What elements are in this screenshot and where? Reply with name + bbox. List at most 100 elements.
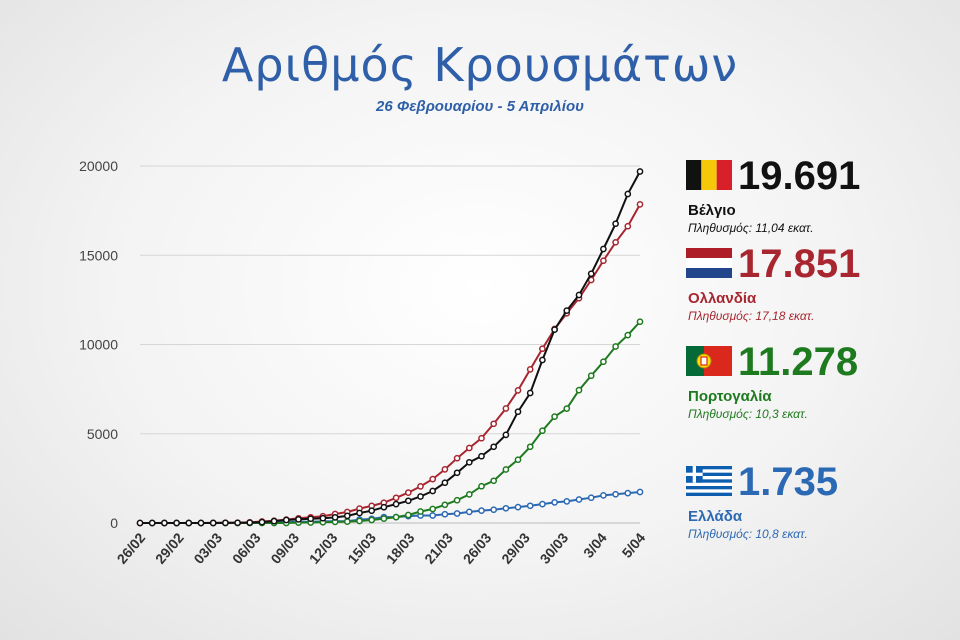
- data-point: [587, 494, 595, 502]
- x-tick-label: 21/03: [421, 529, 456, 566]
- legend-cases-greece: 1.735: [738, 460, 839, 504]
- series-line: [152, 321, 641, 524]
- chart-title: Αριθμός Κρουσμάτων: [221, 38, 739, 92]
- legend-country-greece: Ελλάδα: [688, 508, 743, 525]
- data-point: [148, 519, 156, 527]
- data-point: [173, 519, 180, 527]
- data-point: [526, 366, 534, 373]
- data-point: [624, 190, 632, 198]
- data-point: [209, 519, 217, 527]
- chart-subtitle: 26 Φεβρουαρίου - 5 Απριλίου: [376, 98, 584, 115]
- data-point: [612, 238, 619, 246]
- data-point: [343, 518, 351, 525]
- data-point: [490, 477, 498, 485]
- data-point: [368, 516, 376, 524]
- data-point: [392, 513, 400, 521]
- y-tick-label: 15000: [79, 247, 118, 263]
- data-point: [502, 466, 510, 473]
- data-point: [526, 389, 534, 397]
- data-point: [478, 452, 485, 460]
- data-point: [136, 519, 144, 527]
- data-point: [539, 345, 546, 353]
- series-line: [140, 203, 641, 524]
- data-point: [417, 508, 424, 515]
- data-point: [600, 257, 607, 265]
- x-tick-label: 30/03: [537, 529, 572, 566]
- netherlands-flag-icon: [686, 248, 732, 278]
- data-point: [624, 331, 632, 339]
- data-point: [526, 502, 534, 510]
- data-point: [453, 510, 461, 517]
- data-point: [612, 220, 619, 228]
- data-point: [453, 469, 461, 477]
- data-point: [526, 443, 534, 451]
- data-point: [478, 434, 485, 442]
- data-point: [624, 489, 632, 497]
- data-point: [453, 454, 461, 462]
- data-point: [429, 512, 437, 519]
- portugal-flag-icon: [686, 346, 732, 376]
- data-point: [404, 497, 412, 505]
- legend-country-portugal: Πορτογαλία: [688, 388, 772, 405]
- x-tick-label: 3/04: [580, 529, 610, 560]
- data-point: [478, 507, 485, 514]
- data-point: [161, 519, 168, 527]
- x-tick-label: 09/03: [267, 529, 302, 566]
- data-point: [429, 505, 437, 513]
- data-point: [417, 493, 424, 500]
- data-point: [234, 519, 241, 527]
- data-point: [563, 307, 571, 314]
- data-point: [490, 443, 498, 451]
- x-tick-label: 5/04: [619, 529, 649, 560]
- data-point: [282, 516, 290, 524]
- data-point: [258, 518, 266, 526]
- data-point: [502, 405, 510, 412]
- legend-population-belgium: Πληθυσμός: 11,04 εκατ.: [688, 221, 814, 235]
- x-tick-label: 03/03: [190, 529, 225, 566]
- data-point: [490, 506, 498, 514]
- data-point: [478, 482, 485, 490]
- data-point: [465, 458, 473, 466]
- series-line: [164, 491, 641, 524]
- data-point: [465, 491, 473, 498]
- data-point: [502, 431, 510, 439]
- data-point: [514, 387, 522, 394]
- data-point: [185, 519, 193, 527]
- data-point: [551, 413, 558, 420]
- data-point: [624, 222, 632, 230]
- data-point: [587, 270, 595, 278]
- data-point: [380, 503, 388, 511]
- x-tick-label: 29/03: [498, 529, 533, 566]
- data-point: [392, 494, 400, 502]
- data-point: [197, 519, 205, 527]
- legend-cases-belgium: 19.691: [738, 154, 861, 198]
- y-tick-label: 10000: [79, 337, 118, 353]
- data-point: [441, 466, 449, 473]
- data-point: [514, 408, 522, 416]
- legend-country-netherlands: Ολλανδία: [688, 290, 757, 307]
- data-point: [636, 201, 644, 208]
- data-point: [636, 488, 644, 496]
- data-point: [465, 508, 473, 516]
- series-0: [136, 168, 644, 527]
- data-point: [270, 517, 278, 525]
- data-point: [575, 386, 583, 394]
- series-line: [140, 171, 641, 524]
- data-point: [404, 511, 412, 519]
- belgium-flag-icon: [686, 160, 732, 190]
- data-point: [307, 515, 315, 523]
- x-tick-label: 12/03: [306, 529, 341, 566]
- data-point: [490, 420, 498, 428]
- legend-country-belgium: Βέλγιο: [688, 202, 736, 219]
- x-tick-label: 18/03: [383, 529, 418, 566]
- data-point: [356, 517, 363, 525]
- x-tick-label: 06/03: [229, 529, 264, 566]
- data-point: [429, 487, 437, 495]
- data-point: [319, 514, 327, 522]
- legend-cases-netherlands: 17.851: [738, 242, 861, 286]
- data-point: [587, 372, 595, 380]
- greece-flag-icon: [686, 466, 732, 496]
- data-point: [502, 504, 510, 512]
- x-tick-label: 26/03: [460, 529, 495, 566]
